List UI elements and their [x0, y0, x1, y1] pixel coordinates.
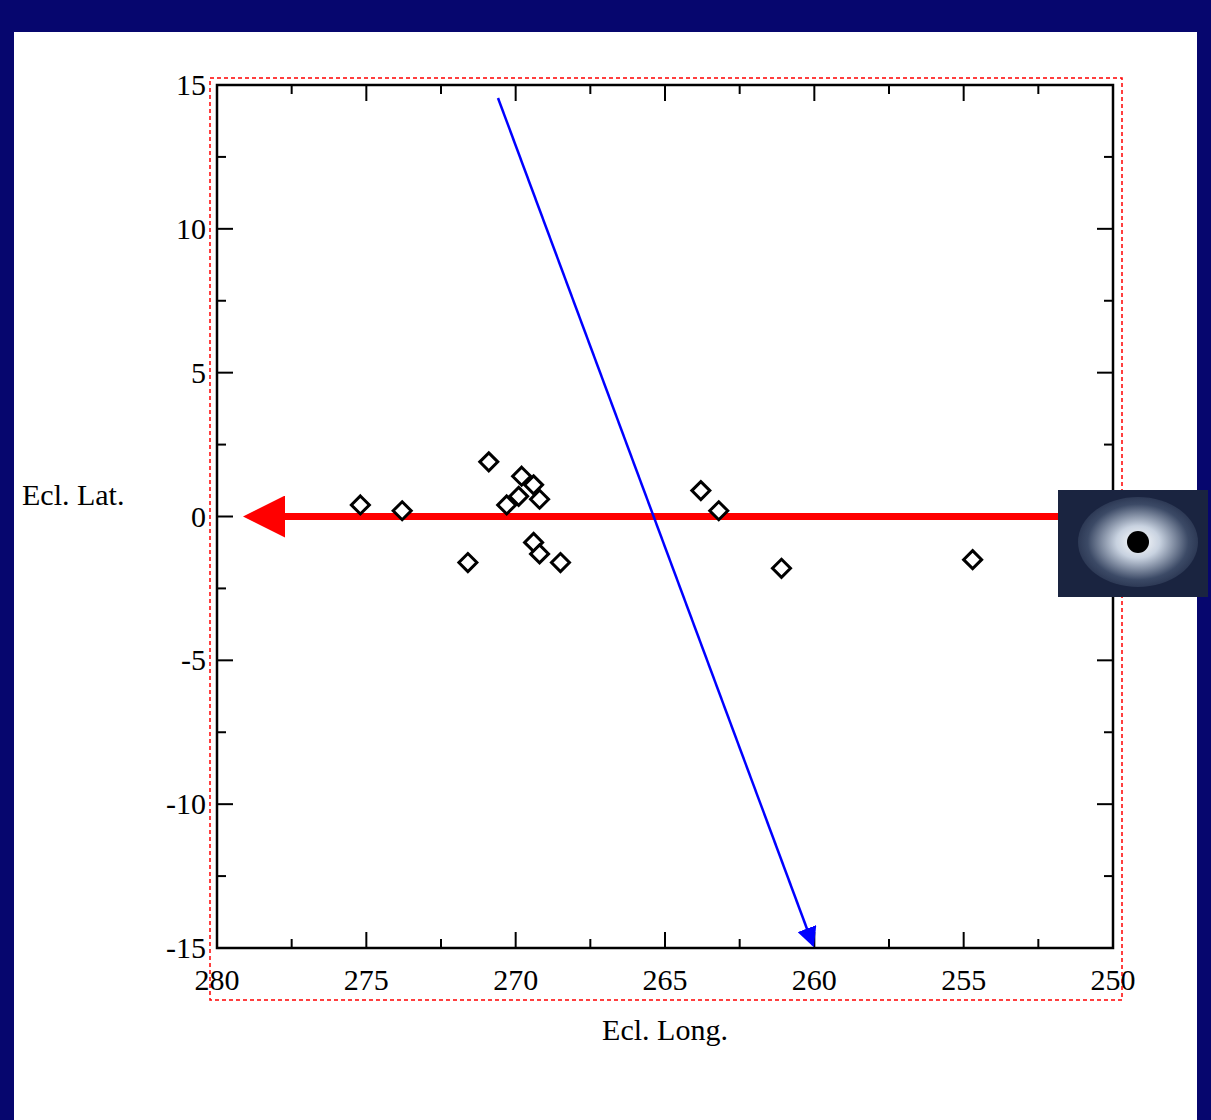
x-tick — [813, 85, 815, 101]
x-tick-label: 260 — [792, 963, 837, 996]
y-tick-label: -15 — [166, 931, 206, 964]
x-minor-tick — [739, 85, 741, 94]
x-minor-tick — [440, 939, 442, 948]
y-tick-label: -10 — [166, 787, 206, 820]
x-tick-label: 255 — [941, 963, 986, 996]
point — [964, 551, 982, 569]
x-axis-title: Ecl. Long. — [602, 1013, 728, 1046]
y-tick — [217, 659, 233, 661]
point — [531, 490, 549, 508]
y-tick — [1097, 947, 1113, 949]
axes: 280 275 270 265 260 255 250 -15 -10 -5 0 5 10 15 — [166, 68, 1136, 996]
figure-border — [210, 78, 1122, 1000]
point — [351, 496, 369, 514]
point — [710, 502, 728, 520]
y-tick — [1097, 659, 1113, 661]
y-minor-tick — [1104, 731, 1113, 733]
y-minor-tick — [217, 444, 226, 446]
x-minor-tick — [739, 939, 741, 948]
y-tick-label: 0 — [191, 500, 206, 533]
y-tick — [1097, 84, 1113, 86]
x-tick — [963, 85, 965, 101]
y-minor-tick — [1104, 300, 1113, 302]
y-minor-tick — [1104, 156, 1113, 158]
points — [351, 453, 981, 577]
x-tick — [664, 85, 666, 101]
y-tick — [217, 84, 233, 86]
slide-area — [14, 32, 1197, 1120]
x-minor-tick — [888, 85, 890, 94]
x-tick-label: 270 — [493, 963, 538, 996]
chart: 280 275 270 265 260 255 250 -15 -10 -5 0 5 10 15 Ecl. … — [0, 0, 1211, 1120]
x-minor-tick — [440, 85, 442, 94]
y-minor-tick — [1104, 875, 1113, 877]
x-minor-tick — [589, 85, 591, 94]
point — [393, 502, 411, 520]
trajectory-arrow — [498, 98, 813, 945]
x-tick — [216, 932, 218, 948]
point — [510, 487, 528, 505]
y-axis-title: Ecl. Lat. — [22, 478, 124, 511]
x-tick — [963, 932, 965, 948]
eclipse-moon — [1127, 531, 1149, 553]
x-minor-tick — [888, 939, 890, 948]
x-minor-tick — [1037, 939, 1039, 948]
x-tick-label: 265 — [643, 963, 688, 996]
y-tick — [1097, 372, 1113, 374]
y-minor-tick — [217, 156, 226, 158]
y-minor-tick — [217, 731, 226, 733]
y-tick — [217, 803, 233, 805]
x-tick-label: 280 — [195, 963, 240, 996]
point — [551, 554, 569, 572]
x-minor-tick — [1037, 85, 1039, 94]
point — [480, 453, 498, 471]
x-tick — [1112, 932, 1114, 948]
y-tick — [1097, 803, 1113, 805]
y-minor-tick — [217, 300, 226, 302]
x-minor-tick — [291, 85, 293, 94]
y-tick — [217, 228, 233, 230]
x-tick — [1112, 85, 1114, 101]
eclipse-corona — [1078, 497, 1198, 587]
x-minor-tick — [291, 939, 293, 948]
point — [692, 482, 710, 500]
x-tick — [664, 932, 666, 948]
y-minor-tick — [217, 875, 226, 877]
x-tick-label: 250 — [1091, 963, 1136, 996]
y-minor-tick — [1104, 444, 1113, 446]
y-tick-label: 10 — [176, 212, 206, 245]
x-tick — [515, 932, 517, 948]
y-tick — [217, 516, 233, 518]
x-tick — [365, 932, 367, 948]
x-tick — [813, 932, 815, 948]
point — [531, 545, 549, 563]
x-tick — [216, 85, 218, 101]
y-tick-label: 15 — [176, 68, 206, 101]
annotations — [250, 98, 1075, 945]
point — [459, 554, 477, 572]
sun-path-arrow — [250, 513, 1075, 520]
y-tick-label: -5 — [181, 643, 206, 676]
y-tick-label: 5 — [191, 356, 206, 389]
plot-frame — [217, 85, 1113, 948]
y-tick — [1097, 228, 1113, 230]
x-minor-tick — [589, 939, 591, 948]
x-tick-label: 275 — [344, 963, 389, 996]
point — [772, 559, 790, 577]
y-minor-tick — [217, 587, 226, 589]
eclipse-bg — [1058, 490, 1208, 597]
y-tick — [217, 947, 233, 949]
eclipse-image — [1058, 490, 1208, 597]
x-tick — [515, 85, 517, 101]
x-tick — [365, 85, 367, 101]
y-tick — [217, 372, 233, 374]
